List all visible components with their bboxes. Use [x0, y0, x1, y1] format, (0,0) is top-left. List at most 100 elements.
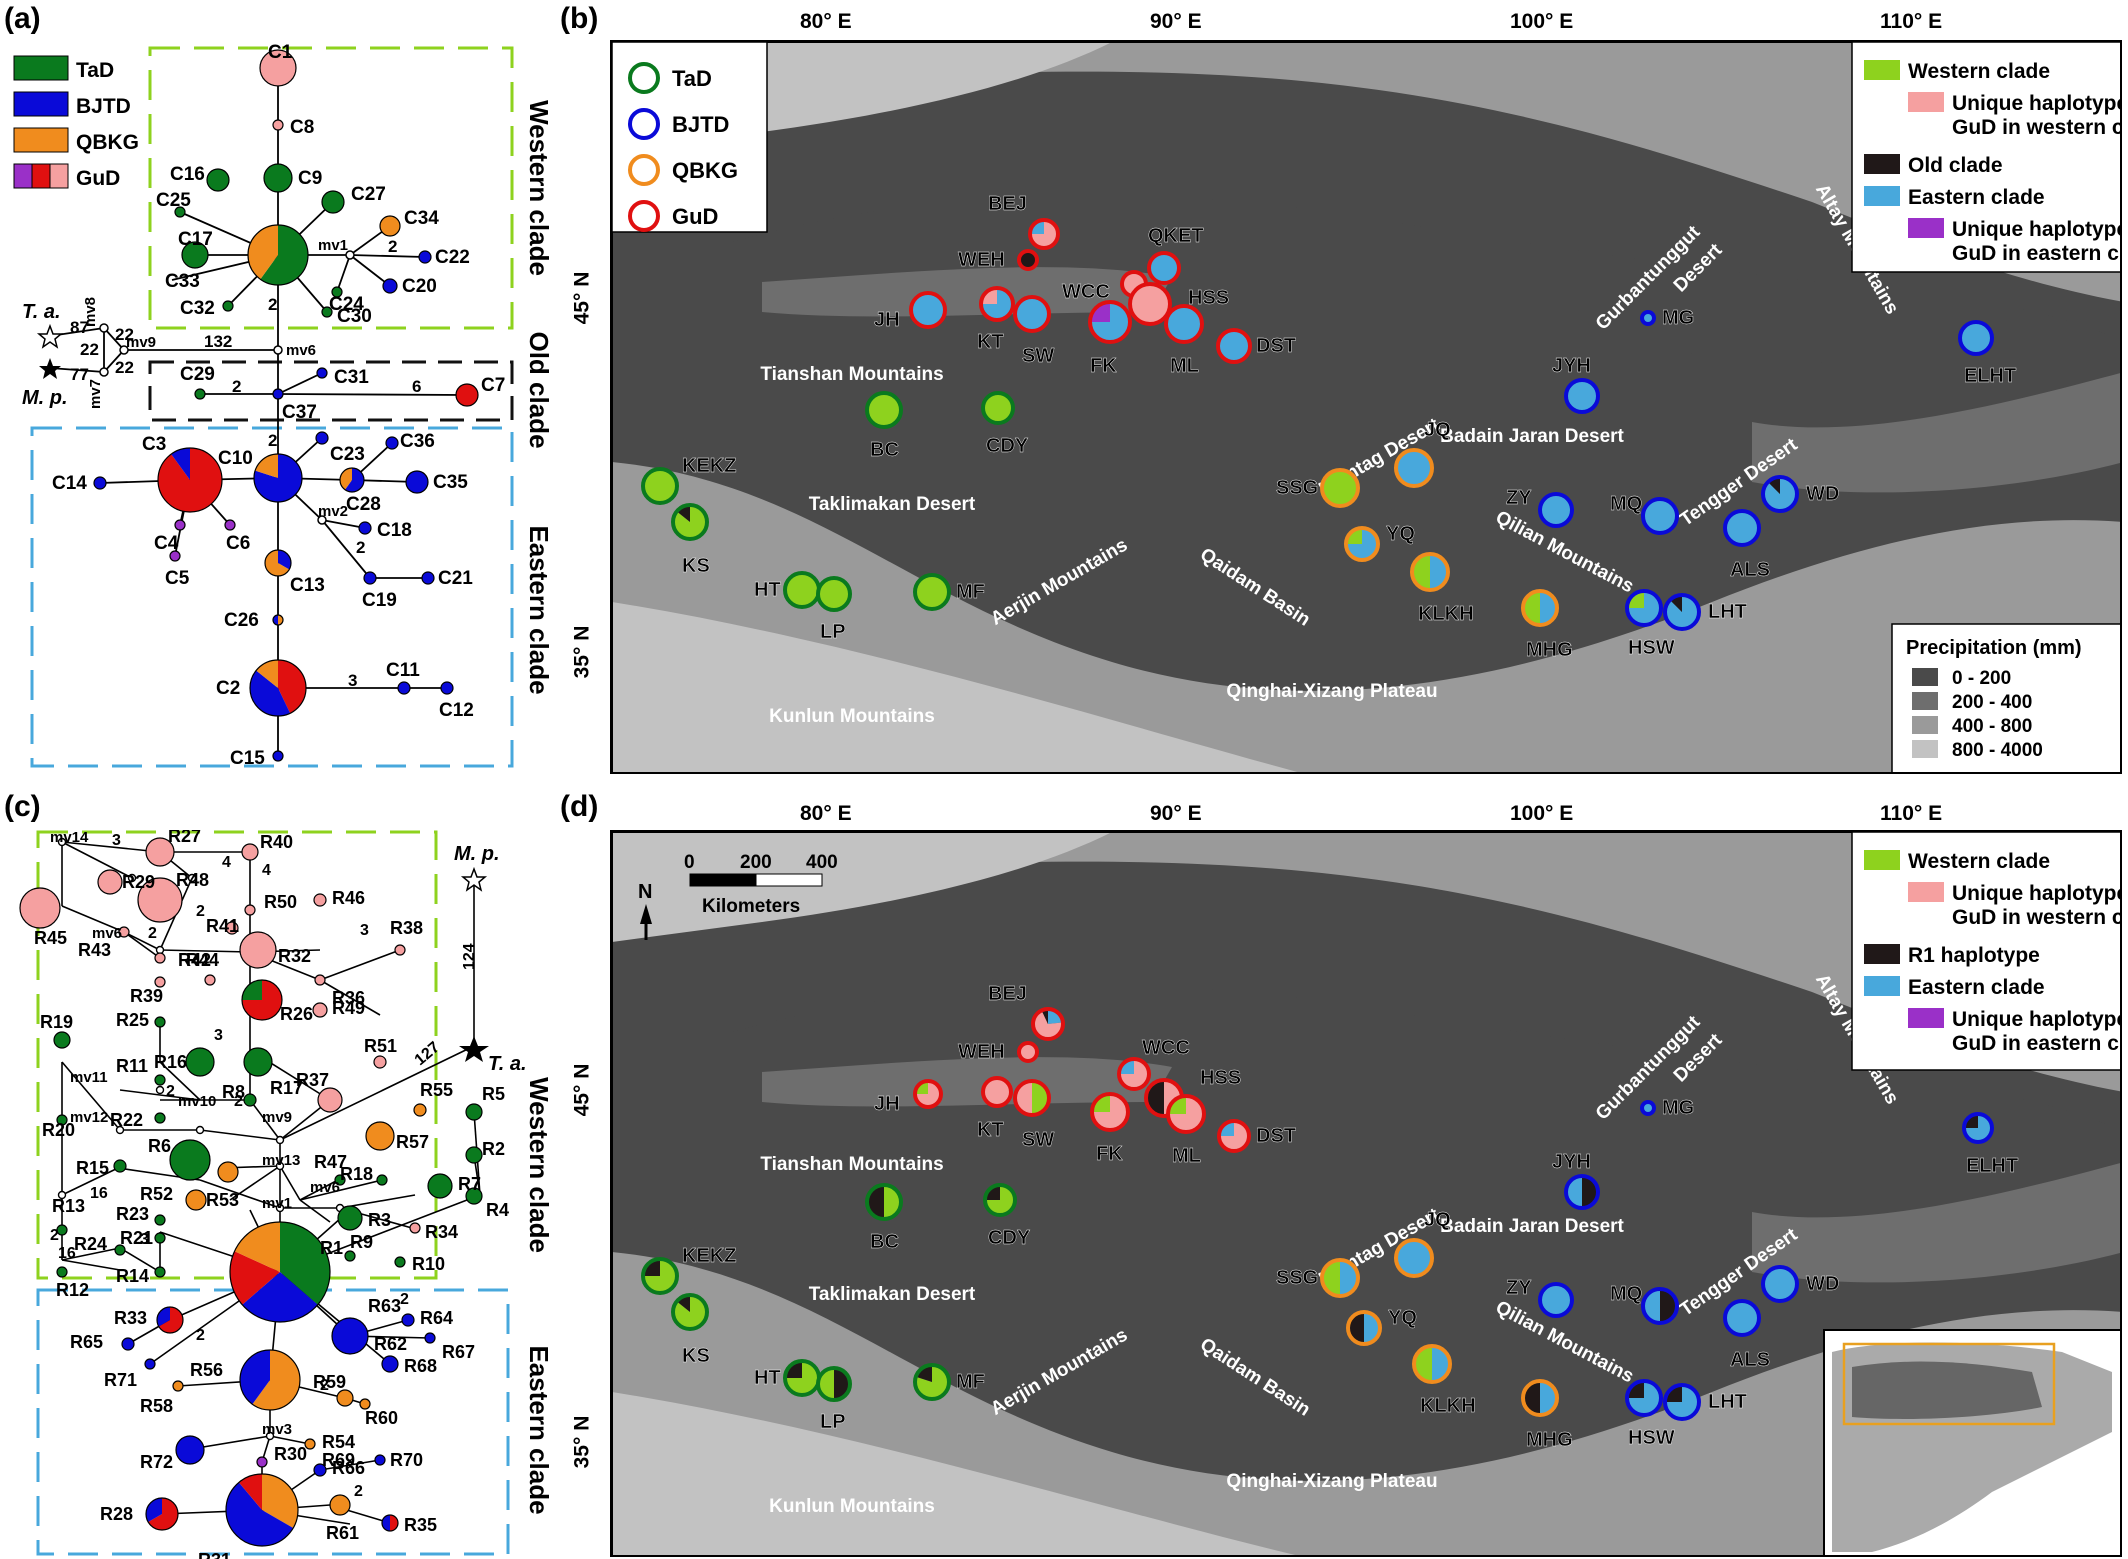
haplotype-node	[409, 1222, 421, 1234]
haplotype-label: R39	[130, 986, 163, 1006]
legend-label: TaD	[76, 59, 114, 82]
site-label: KS	[682, 555, 710, 577]
lat-label-b-35: 35° N	[570, 625, 594, 679]
step-count: 3	[112, 832, 121, 849]
haplotype-node	[157, 447, 223, 513]
step-count: 2	[232, 377, 241, 396]
haplotype-label: R1	[320, 1238, 343, 1258]
site-pie	[1217, 1119, 1251, 1153]
haplotype-node	[427, 1173, 453, 1199]
haplotype-label: R43	[78, 940, 111, 960]
site-pie	[981, 1076, 1013, 1108]
site-label: BEJ	[988, 983, 1027, 1005]
site-label: YQ	[1386, 523, 1415, 545]
western-clade-box-its	[36, 830, 438, 1280]
site-label: JYH	[1552, 355, 1591, 377]
haplotype-label: R36	[332, 988, 365, 1008]
median-vector-label: mv6	[92, 925, 122, 942]
median-vector-node	[115, 1125, 125, 1135]
site-label: HSW	[1628, 1427, 1675, 1449]
eastern-clade-box	[30, 426, 514, 768]
haplotype-label: C22	[435, 247, 470, 268]
haplotype-label: C30	[337, 306, 372, 327]
haplotype-label: C17	[178, 229, 213, 250]
site-label: ALS	[1730, 1349, 1770, 1371]
haplotype-label: R28	[100, 1504, 133, 1524]
haplotype-label: C2	[216, 678, 240, 699]
site-pie	[783, 571, 821, 609]
haplotype-label: C19	[362, 590, 397, 611]
site-pie	[671, 503, 709, 541]
median-vector-label: mv11	[70, 1069, 108, 1086]
inset-extent-box	[1842, 1342, 2056, 1426]
site-label: KS	[682, 1345, 710, 1367]
site-pie	[1761, 1265, 1799, 1303]
geo-label: Tianshan Mountains	[760, 1154, 943, 1175]
haplotype-node	[272, 614, 284, 626]
haplotype-node	[314, 974, 326, 986]
step-count: 2	[268, 295, 277, 314]
site-pie	[1521, 589, 1559, 627]
median-vector-label: mv14	[50, 830, 89, 846]
ta-label: T. a.	[488, 1053, 527, 1075]
haplotype-label: C29	[180, 364, 215, 385]
legend-label: BJTD	[76, 95, 131, 118]
site-label: KEKZ	[682, 455, 736, 477]
haplotype-label: C25	[156, 190, 191, 211]
median-vector-node	[275, 1161, 285, 1171]
haplotype-node	[145, 837, 175, 867]
site-pie	[983, 1183, 1017, 1217]
site-pie	[1625, 589, 1663, 627]
haplotype-node	[358, 521, 372, 535]
haplotype-label: C24	[329, 294, 364, 315]
site-pie	[909, 291, 947, 329]
site-pie	[1344, 526, 1380, 562]
haplotype-node	[256, 1456, 268, 1468]
haplotype-node	[313, 1463, 327, 1477]
haplotype-node	[56, 1114, 68, 1126]
arid-belt	[732, 985, 2120, 1162]
site-label: MG	[1662, 307, 1694, 329]
haplotype-label: R37	[296, 1070, 329, 1090]
map-d-svg: Tianshan Mountains Taklimakan Desert Kunlu…	[612, 832, 2122, 1555]
site-pie	[1013, 1079, 1051, 1117]
haplotype-node	[259, 49, 297, 87]
site-label: LP	[820, 621, 846, 643]
haplotype-label: R66	[332, 1458, 365, 1478]
haplotype-label: R12	[56, 1280, 89, 1300]
haplotype-label: C34	[404, 208, 439, 229]
site-pie	[1394, 448, 1434, 488]
haplotype-label: C9	[298, 168, 322, 189]
precipitation-class: 0 - 200	[1952, 668, 2011, 689]
legend-label: Western clade	[1908, 60, 2050, 83]
haplotype-node	[272, 388, 284, 400]
site-label: ZY	[1506, 1277, 1532, 1299]
step-count: 6	[412, 377, 421, 396]
haplotype-node	[331, 286, 343, 298]
haplotype-node	[222, 300, 234, 312]
haplotype-label: R63	[368, 1296, 401, 1316]
precip-swatch	[1912, 692, 1938, 710]
haplotype-node	[424, 1332, 436, 1344]
site-label: FK	[1090, 355, 1117, 377]
median-vector-label: mv2	[318, 503, 348, 520]
tianshan-region	[762, 267, 1172, 317]
site-label: DST	[1256, 1125, 1296, 1147]
haplotype-label: R14	[116, 1266, 149, 1286]
haplotype-label: R50	[264, 892, 297, 912]
haplotype-label: R55	[420, 1080, 453, 1100]
step-count: 16	[58, 1245, 76, 1262]
haplotype-label: R46	[332, 888, 365, 908]
site-label: HSS	[1188, 287, 1229, 309]
site-pie	[1128, 282, 1172, 326]
haplotype-node	[321, 306, 333, 318]
haplotype-node	[249, 659, 307, 717]
scale-tick: 0	[684, 852, 695, 873]
lon-label-b-80: 80° E	[800, 10, 852, 33]
legend-label: Unique haplotypes of	[1952, 1008, 2122, 1031]
legend-label: Old clade	[1908, 154, 2003, 177]
site-pie	[1761, 475, 1799, 513]
haplotype-label: R64	[420, 1308, 453, 1328]
haplotype-node	[418, 250, 432, 264]
site-pie	[1346, 1310, 1382, 1346]
